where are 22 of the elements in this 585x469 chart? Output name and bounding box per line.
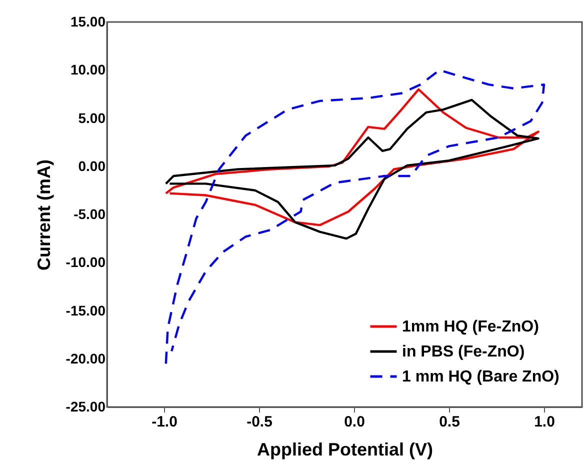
x-tick-label: 1.0: [534, 414, 555, 430]
y-tick-label: 10.00: [70, 62, 106, 78]
legend-label: 1mm HQ (Fe-ZnO): [402, 318, 539, 336]
x-tick-label: 0.0: [344, 414, 365, 430]
y-axis-title: Current (mA): [34, 159, 54, 270]
x-axis-title: Applied Potential (V): [256, 440, 434, 460]
line-series: [164, 88, 540, 226]
legend-label: 1 mm HQ (Bare ZnO): [402, 368, 560, 386]
line-series: [164, 69, 546, 365]
y-tick-label: -20.00: [66, 350, 106, 366]
y-tick-label: -25.00: [66, 398, 106, 414]
y-tick-label: 0.00: [78, 158, 106, 174]
y-tick-label: -5.00: [74, 206, 106, 222]
line-series: [164, 98, 540, 240]
y-tick-label: -10.00: [66, 254, 106, 270]
x-tick-label: 0.5: [439, 414, 460, 430]
legend-label: in PBS (Fe-ZnO): [402, 344, 525, 360]
y-tick-label: 5.00: [78, 110, 106, 126]
x-tick-label: -1.0: [152, 414, 178, 430]
y-tick-label: 15.00: [70, 14, 106, 30]
y-tick-label: -15.00: [66, 302, 106, 318]
x-tick-label: -0.5: [246, 414, 272, 430]
